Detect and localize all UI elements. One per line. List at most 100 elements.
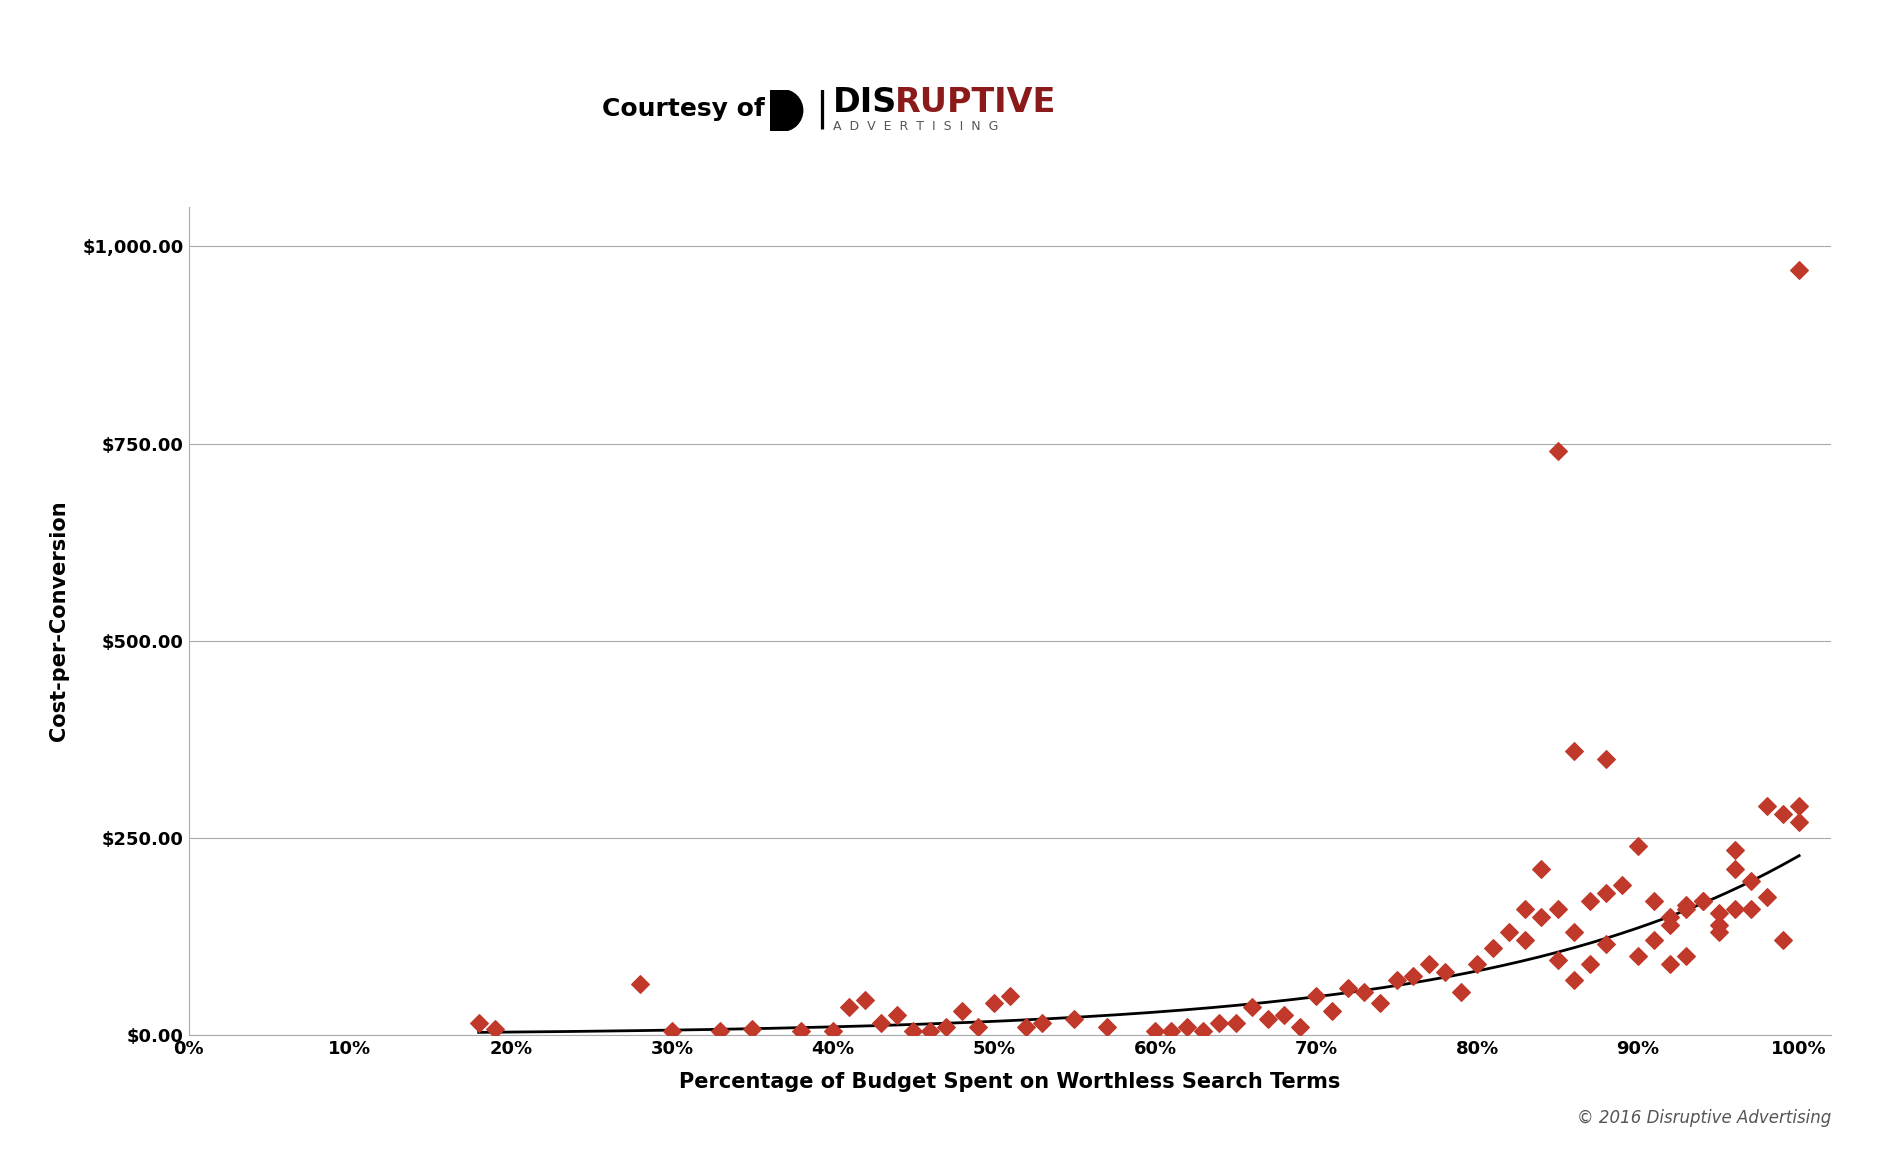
Point — [1220, 1014, 1250, 1033]
Point — [1510, 899, 1541, 918]
Wedge shape — [763, 135, 793, 147]
Point — [1720, 841, 1750, 859]
Point — [1639, 891, 1669, 910]
Point — [834, 998, 865, 1017]
Point — [1784, 813, 1814, 831]
Point — [1542, 899, 1573, 918]
Text: © 2016 Disruptive Advertising: © 2016 Disruptive Advertising — [1576, 1109, 1831, 1127]
Text: Courtesy of: Courtesy of — [602, 98, 765, 121]
Point — [1526, 907, 1556, 926]
Point — [1301, 987, 1331, 1005]
Point — [1205, 1014, 1235, 1033]
Point — [867, 1014, 897, 1033]
Point — [785, 1022, 816, 1041]
Point — [1012, 1018, 1042, 1036]
Point — [1091, 1018, 1121, 1036]
Point — [657, 1022, 687, 1041]
Wedge shape — [782, 90, 802, 131]
Point — [1252, 1010, 1282, 1028]
Point — [704, 1022, 734, 1041]
Point — [1027, 1014, 1057, 1033]
Point — [1703, 904, 1733, 922]
Point — [1688, 891, 1718, 910]
Point — [1656, 907, 1686, 926]
Point — [1688, 891, 1718, 910]
Point — [1446, 982, 1476, 1000]
Point — [914, 1022, 944, 1041]
Point — [1671, 946, 1701, 965]
Point — [1237, 998, 1267, 1017]
Point — [995, 987, 1025, 1005]
Point — [1703, 923, 1733, 942]
Point — [882, 1006, 912, 1025]
Point — [1575, 891, 1605, 910]
Y-axis label: Cost-per-Conversion: Cost-per-Conversion — [49, 500, 68, 742]
Point — [1382, 971, 1412, 989]
Point — [1559, 742, 1590, 760]
Point — [1720, 899, 1750, 918]
Point — [1703, 915, 1733, 934]
Point — [1510, 932, 1541, 950]
Point — [1592, 884, 1622, 903]
Point — [1318, 1002, 1348, 1020]
Point — [818, 1022, 848, 1041]
Point — [1559, 971, 1590, 989]
Point — [1784, 797, 1814, 815]
Point — [480, 1020, 510, 1038]
Point — [1735, 872, 1765, 890]
Point — [1397, 967, 1427, 986]
Point — [1671, 896, 1701, 914]
Point — [738, 1020, 768, 1038]
Point — [1365, 995, 1395, 1013]
Point — [1188, 1022, 1218, 1041]
Point — [1720, 860, 1750, 879]
Point — [1526, 860, 1556, 879]
Point — [1752, 797, 1782, 815]
Point — [1461, 954, 1492, 973]
Bar — [770, 90, 782, 131]
Text: |: | — [816, 90, 827, 129]
Point — [1059, 1010, 1089, 1028]
Point — [1559, 923, 1590, 942]
Point — [931, 1018, 961, 1036]
Point — [978, 995, 1008, 1013]
Point — [963, 1018, 993, 1036]
Point — [850, 990, 880, 1009]
Text: A  D  V  E  R  T  I  S  I  N  G: A D V E R T I S I N G — [833, 120, 999, 133]
Text: DIS: DIS — [833, 86, 897, 118]
Point — [1575, 954, 1605, 973]
Point — [1542, 951, 1573, 969]
Point — [1478, 940, 1509, 958]
Point — [946, 1002, 976, 1020]
Point — [1656, 954, 1686, 973]
Point — [1624, 946, 1654, 965]
Point — [1639, 932, 1669, 950]
Point — [1414, 954, 1444, 973]
Point — [1172, 1018, 1203, 1036]
Point — [1735, 899, 1765, 918]
X-axis label: Percentage of Budget Spent on Worthless Search Terms: Percentage of Budget Spent on Worthless … — [680, 1072, 1340, 1091]
Point — [1671, 899, 1701, 918]
Point — [625, 974, 655, 992]
Point — [1752, 888, 1782, 906]
Point — [1767, 805, 1797, 823]
Point — [1493, 923, 1524, 942]
Point — [1592, 935, 1622, 953]
Point — [1155, 1022, 1186, 1041]
Point — [1542, 443, 1573, 461]
Point — [1286, 1018, 1316, 1036]
Point — [1429, 963, 1459, 981]
Point — [1592, 750, 1622, 768]
Point — [899, 1022, 929, 1041]
Point — [1607, 876, 1637, 895]
Text: RUPTIVE: RUPTIVE — [895, 86, 1055, 118]
Point — [1333, 979, 1363, 997]
Point — [1767, 932, 1797, 950]
Point — [1269, 1006, 1299, 1025]
Point — [1784, 261, 1814, 279]
Point — [1350, 982, 1380, 1000]
Point — [1624, 836, 1654, 854]
Point — [1656, 915, 1686, 934]
Point — [464, 1014, 495, 1033]
Point — [1140, 1022, 1171, 1041]
